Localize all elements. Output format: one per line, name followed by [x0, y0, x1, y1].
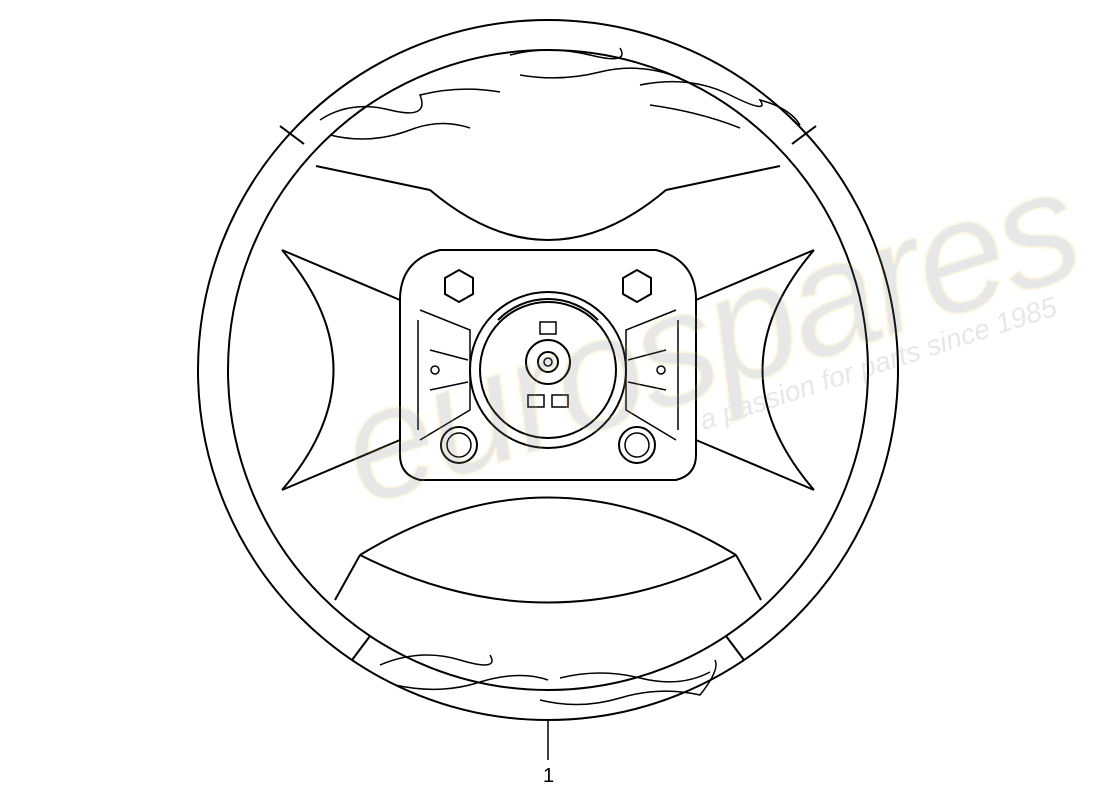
- spoke-edge: [282, 250, 400, 300]
- center-shaft-hole: [544, 358, 552, 366]
- bolt-bottom-left: [441, 427, 477, 463]
- spoke-edge: [696, 440, 814, 490]
- switch-bracket-left: [418, 310, 470, 440]
- cutout-bottom-lower: [360, 555, 736, 603]
- diagram-canvas: eurospares a passion for parts since 198…: [0, 0, 1100, 800]
- bolt-top-left: [445, 270, 473, 302]
- segment-edge: [726, 636, 744, 660]
- cutout-left: [282, 250, 334, 490]
- spoke-edge: [282, 440, 400, 490]
- center-shaft-inner: [538, 352, 558, 372]
- cutout-bottom-upper: [360, 498, 736, 556]
- callout-label-1: 1: [543, 765, 554, 788]
- cutout-top: [430, 190, 666, 240]
- steering-wheel-diagram: [0, 0, 1100, 800]
- hub-ring-outer: [470, 292, 626, 448]
- spoke-edge: [666, 166, 780, 190]
- rim-inner: [228, 50, 868, 690]
- spoke-edge: [696, 250, 814, 300]
- bolt-top-right: [623, 270, 651, 302]
- bolt-bottom-right: [619, 427, 655, 463]
- rim-outer: [198, 20, 898, 720]
- cutout-right: [763, 250, 815, 490]
- woodgrain-bottom: [380, 655, 716, 705]
- spoke-edge: [335, 555, 360, 600]
- segment-edge: [352, 636, 370, 660]
- spoke-edge: [736, 555, 761, 600]
- center-shaft-outer: [526, 340, 570, 384]
- woodgrain-top: [320, 48, 800, 139]
- spoke-edge: [316, 166, 430, 190]
- switch-bracket-right: [626, 310, 678, 440]
- connector: [540, 322, 556, 334]
- connector: [528, 395, 544, 407]
- connector: [552, 395, 568, 407]
